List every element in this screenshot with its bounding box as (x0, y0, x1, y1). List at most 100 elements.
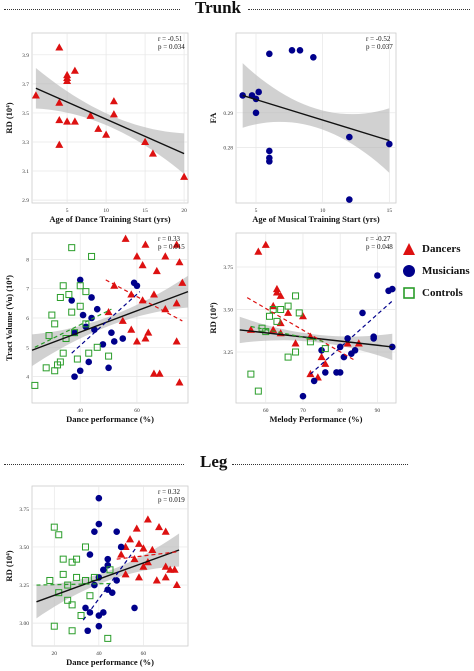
x-tick-label: 5 (255, 208, 258, 214)
data-point-musicians (322, 369, 329, 376)
data-point-dancers (161, 305, 170, 313)
data-point-musicians (105, 364, 112, 372)
data-point-musicians (91, 581, 98, 589)
x-axis-label: Dance performance (%) (66, 414, 154, 424)
legend-item-musicians: Musicians (402, 260, 474, 282)
data-point-musicians (88, 314, 95, 322)
data-point-musicians (239, 92, 246, 99)
x-tick-label: 60 (263, 408, 269, 414)
data-point-dancers (306, 369, 315, 378)
data-point-dancers (149, 290, 158, 298)
data-point-musicians (336, 369, 344, 376)
x-tick-label: 10 (320, 208, 326, 214)
data-point-controls (62, 335, 70, 343)
data-point-dancers (269, 301, 278, 310)
confidence-band (239, 316, 393, 361)
data-point-dancers (127, 290, 136, 298)
y-tick-label: 0.29 (223, 111, 233, 117)
group-regression-line (82, 546, 138, 621)
x-tick-label: 15 (387, 208, 393, 214)
data-point-controls (45, 332, 53, 340)
regression-line (31, 290, 189, 351)
data-point-dancers (63, 73, 72, 82)
y-tick-label: 3.7 (22, 82, 29, 88)
data-point-musicians (266, 154, 273, 162)
data-point-musicians (104, 555, 112, 563)
data-point-dancers (126, 535, 135, 543)
confidence-band (32, 275, 188, 367)
data-point-controls (31, 381, 39, 389)
data-point-dancers (118, 316, 127, 324)
data-point-dancers (161, 573, 170, 581)
data-point-dancers (63, 117, 72, 125)
data-point-controls (68, 244, 76, 252)
data-point-controls (306, 338, 314, 346)
data-point-controls (90, 573, 98, 581)
data-point-dancers (55, 140, 64, 148)
data-point-musicians (104, 561, 112, 569)
data-point-musicians (318, 347, 325, 354)
data-point-musicians (255, 88, 262, 96)
x-tick-label: 70 (300, 408, 306, 414)
data-point-musicians (333, 369, 340, 376)
data-point-musicians (119, 335, 127, 342)
data-point-musicians (310, 53, 317, 61)
data-point-musicians (85, 358, 93, 366)
data-point-dancers (130, 554, 139, 563)
data-point-controls (59, 282, 67, 290)
data-point-dancers (55, 115, 64, 124)
data-point-dancers (161, 527, 170, 535)
data-point-controls (295, 309, 303, 317)
leg-left-rule (4, 464, 184, 465)
data-point-dancers (272, 284, 281, 293)
plot-area (31, 232, 189, 404)
y-tick-label: 3.75 (223, 265, 233, 271)
data-point-musicians (370, 333, 377, 341)
data-point-musicians (388, 285, 396, 293)
y-tick-label: 3.00 (19, 621, 29, 627)
y-tick-label: 3.50 (223, 308, 233, 314)
data-point-musicians (104, 586, 112, 593)
legend-label: Dancers (422, 243, 461, 255)
correlation-r: r = -0.27 (366, 235, 391, 243)
x-axis-label: Age of Dance Training Start (yrs) (49, 214, 170, 224)
x-axis-label: Dance performance (%) (66, 657, 154, 667)
data-point-dancers (161, 562, 170, 570)
data-point-controls (262, 328, 270, 336)
y-axis-label: FA (208, 112, 218, 124)
data-point-dancers (354, 339, 363, 347)
p-value: p = 0.037 (366, 43, 393, 51)
data-point-dancers (291, 339, 300, 347)
data-point-dancers (178, 278, 187, 286)
data-point-controls (88, 252, 96, 260)
data-point-controls (50, 523, 58, 531)
data-point-dancers (172, 240, 181, 248)
legend-item-dancers: Dancers (402, 238, 474, 260)
data-point-dancers (134, 539, 143, 547)
data-point-dancers (141, 240, 150, 248)
trunk-left-rule (4, 9, 180, 10)
regression-line (36, 549, 180, 603)
data-point-musicians (86, 609, 94, 616)
x-tick-label: 60 (134, 408, 140, 414)
data-point-controls (292, 348, 300, 356)
data-point-dancers (284, 308, 293, 316)
data-point-musicians (310, 377, 318, 385)
data-point-musicians (346, 133, 353, 141)
data-point-controls (77, 612, 85, 620)
x-tick-label: 20 (181, 208, 187, 214)
data-point-dancers (109, 97, 118, 105)
group-regression-line (105, 279, 183, 322)
data-point-dancers (276, 329, 285, 337)
square-icon (403, 287, 415, 299)
trunk-right-rule (248, 9, 470, 10)
data-point-musicians (68, 297, 76, 304)
data-point-controls (59, 555, 67, 563)
data-point-dancers (306, 332, 315, 340)
data-point-dancers (261, 240, 270, 248)
data-point-dancers (110, 281, 119, 289)
data-point-controls (321, 345, 329, 353)
data-point-dancers (104, 307, 113, 316)
